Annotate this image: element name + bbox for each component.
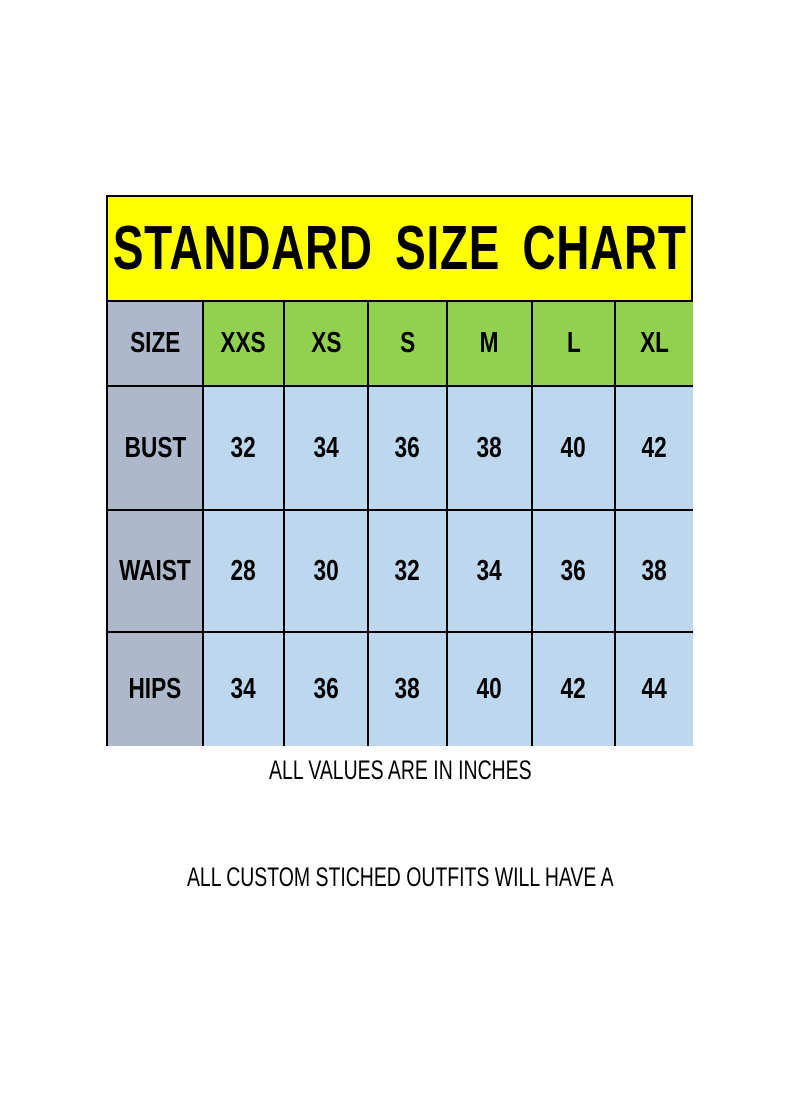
measurement-cell-text: 36 <box>313 673 339 705</box>
size-header-label: SIZE <box>108 302 204 387</box>
chart-title: STANDARD SIZE CHART <box>108 197 691 302</box>
measurement-cell-text: 42 <box>641 431 668 464</box>
row-label-waist: WAIST <box>108 511 204 633</box>
size-header-xxs-text: XXS <box>220 327 267 359</box>
size-header-m-text: M <box>480 327 499 359</box>
measurement-cell: 34 <box>285 387 369 511</box>
measurement-cell-text: 38 <box>394 673 421 705</box>
measurement-cell-text: 34 <box>230 673 257 705</box>
size-header-xxs: XXS <box>204 302 285 387</box>
size-header-xl-text: XL <box>640 327 669 359</box>
measurement-cell: 40 <box>448 633 533 746</box>
size-header-xl: XL <box>616 302 693 387</box>
row-label-waist-text: WAIST <box>119 554 191 587</box>
measurement-cell-text: 40 <box>476 673 503 705</box>
measurement-cell-text: 38 <box>641 554 668 587</box>
measurement-cell: 38 <box>448 387 533 511</box>
row-label-hips: HIPS <box>108 633 204 746</box>
measurement-cell-text: 34 <box>476 554 503 587</box>
units-note-text: ALL VALUES ARE IN INCHES <box>268 755 532 785</box>
measurement-cell-text: 40 <box>560 431 587 464</box>
measurement-cell: 42 <box>533 633 616 746</box>
size-header-m: M <box>448 302 533 387</box>
measurement-cell-text: 36 <box>560 554 587 587</box>
units-note: ALL VALUES ARE IN INCHES <box>0 755 800 786</box>
size-chart-table: STANDARD SIZE CHART SIZE XXS XS S M L XL BUST 32 3… <box>106 195 693 746</box>
measurement-cell-text: 28 <box>230 554 257 587</box>
measurement-cell-text: 34 <box>313 431 339 464</box>
measurement-cell: 38 <box>369 633 448 746</box>
measurement-cell: 40 <box>533 387 616 511</box>
row-label-hips-text: HIPS <box>128 673 182 705</box>
size-header-s-text: S <box>399 327 416 359</box>
measurement-cell: 42 <box>616 387 693 511</box>
size-header-xs: XS <box>285 302 369 387</box>
measurement-cell-text: 38 <box>476 431 503 464</box>
size-header-s: S <box>369 302 448 387</box>
measurement-cell-text: 44 <box>641 673 668 705</box>
measurement-cell: 34 <box>204 633 285 746</box>
measurement-cell: 32 <box>204 387 285 511</box>
custom-outfits-note-text: ALL CUSTOM STICHED OUTFITS WILL HAVE A <box>186 862 614 892</box>
size-header-xs-text: XS <box>310 327 342 359</box>
measurement-cell-text: 30 <box>313 554 339 587</box>
row-label-bust: BUST <box>108 387 204 511</box>
custom-outfits-note: ALL CUSTOM STICHED OUTFITS WILL HAVE A <box>0 862 800 893</box>
row-label-bust-text: BUST <box>124 431 186 464</box>
chart-title-text: STANDARD SIZE CHART <box>112 214 687 283</box>
measurement-cell: 36 <box>285 633 369 746</box>
measurement-cell: 44 <box>616 633 693 746</box>
measurement-cell: 38 <box>616 511 693 633</box>
measurement-cell: 30 <box>285 511 369 633</box>
measurement-cell-text: 32 <box>230 431 257 464</box>
measurement-cell-text: 42 <box>560 673 587 705</box>
measurement-cell: 32 <box>369 511 448 633</box>
measurement-cell: 34 <box>448 511 533 633</box>
measurement-cell: 28 <box>204 511 285 633</box>
measurement-cell-text: 32 <box>394 554 421 587</box>
size-header-label-text: SIZE <box>129 327 181 359</box>
measurement-cell: 36 <box>369 387 448 511</box>
size-header-l: L <box>533 302 616 387</box>
size-header-l-text: L <box>566 327 581 359</box>
measurement-cell: 36 <box>533 511 616 633</box>
measurement-cell-text: 36 <box>394 431 421 464</box>
